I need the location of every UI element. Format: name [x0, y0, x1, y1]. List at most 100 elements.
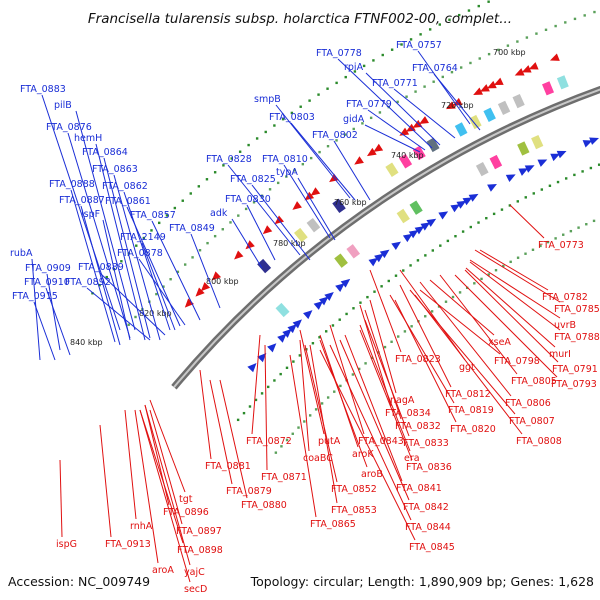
reverse-gene-label: FTA_0852	[331, 484, 377, 495]
reverse-gene-label: secD	[184, 584, 207, 595]
leader-line-forward	[275, 104, 351, 199]
reverse-gene-label: FTA_0865	[310, 519, 356, 530]
reverse-gene-arrow	[549, 53, 560, 61]
reverse-gene-arrow	[521, 65, 532, 73]
gc-dot	[361, 122, 364, 125]
gc-dot	[556, 180, 560, 184]
gc-dot	[222, 164, 225, 167]
gc-dot	[539, 244, 542, 248]
leader-line-forward	[283, 164, 331, 239]
gc-dot	[589, 166, 593, 170]
reverse-gene-label: FTA_0791	[552, 364, 598, 375]
gc-dot	[267, 385, 270, 389]
reverse-gene-label: FTA_0879	[226, 486, 272, 497]
gc-dot	[165, 214, 169, 217]
reverse-gene-arrow	[262, 225, 273, 235]
reverse-gene-label: putA	[318, 436, 341, 447]
forward-gene-arrow	[589, 137, 599, 145]
leader-line-forward	[75, 110, 136, 331]
gc-dot	[492, 212, 496, 216]
cog-block	[398, 154, 413, 169]
gc-dot	[308, 99, 311, 102]
reverse-gene-arrow	[354, 156, 364, 165]
gc-dot	[381, 53, 384, 57]
gc-dot	[502, 264, 505, 268]
gc-dot	[264, 130, 267, 134]
gc-dot	[273, 124, 276, 127]
gc-dot	[189, 192, 192, 195]
reverse-gene-label: FTA_0897	[176, 526, 222, 537]
gc-dot	[326, 396, 330, 399]
gc-dot	[428, 28, 432, 31]
forward-gene-arrow	[524, 165, 535, 173]
leader-line-reverse	[364, 319, 410, 437]
cog-block	[489, 154, 503, 170]
gc-dot	[457, 13, 461, 17]
reverse-gene-label: FTA_0823	[395, 354, 441, 365]
gc-dot	[562, 233, 565, 236]
reverse-gene-label: FTA_0898	[177, 545, 223, 556]
leader-line-reverse	[319, 339, 368, 468]
leader-line-forward	[151, 220, 201, 321]
label-leader-lines	[31, 50, 561, 583]
gc-dot	[176, 270, 180, 274]
reverse-gene-label: aroB	[361, 469, 383, 480]
gc-dot	[535, 32, 538, 35]
gc-dot	[531, 248, 535, 251]
cog-block	[257, 258, 272, 274]
gc-dot	[424, 315, 427, 318]
leader-line-reverse	[309, 344, 338, 504]
gc-dot	[127, 323, 130, 326]
gc-dot	[213, 171, 217, 174]
gc-dot	[469, 225, 472, 229]
leader-line-reverse	[369, 299, 397, 394]
gc-dot	[301, 162, 305, 166]
gc-dot	[248, 405, 252, 408]
leader-line-reverse	[264, 344, 268, 471]
cog-block	[497, 100, 511, 115]
reverse-gene-label: nagA	[390, 395, 415, 406]
gc-dot	[134, 315, 137, 319]
gc-dot	[414, 90, 417, 93]
leader-line-forward	[365, 72, 441, 146]
cog-block	[556, 75, 569, 90]
gc-dot	[369, 116, 373, 120]
leader-line-reverse	[465, 267, 556, 348]
gc-dot	[205, 178, 209, 181]
reverse-gene-label: era	[404, 453, 420, 464]
gc-dot	[378, 111, 382, 114]
backbone-highlight	[173, 88, 600, 388]
leader-line-reverse	[304, 344, 338, 483]
reverse-gene-arrow	[211, 271, 222, 281]
gc-dot	[197, 185, 201, 188]
reverse-gene-label: FTA_0820	[450, 424, 496, 435]
forward-gene-label: smpB	[254, 94, 281, 105]
leader-line-reverse	[144, 404, 191, 566]
forward-gene-arrow	[267, 343, 277, 353]
gc-dot	[279, 372, 282, 376]
leader-line-forward	[231, 218, 263, 269]
gc-dot	[221, 228, 224, 231]
reverse-gene-label: FTA_0880	[241, 500, 287, 511]
forward-gene-arrow	[368, 257, 379, 267]
leader-line-reverse	[399, 284, 452, 388]
forward-gene-arrow	[456, 200, 467, 209]
gc-dot	[280, 445, 283, 448]
forward-gene-arrow	[379, 249, 390, 259]
gc-dot	[237, 214, 240, 217]
cog-block	[512, 93, 525, 109]
forward-gene-label: FTA_0861	[105, 196, 151, 207]
reverse-gene-arrow	[445, 101, 456, 110]
reverse-gene-label: ispG	[56, 539, 77, 550]
reverse-gene-label: FTA_0782	[542, 292, 588, 303]
forward-gene-label: FTA_0862	[102, 181, 148, 192]
reverse-gene-label: FTA_0843	[358, 436, 404, 447]
gc-dot	[285, 366, 289, 370]
gc-dot	[244, 207, 248, 211]
leader-line-forward	[126, 206, 181, 327]
reverse-gene-arrow	[292, 201, 302, 210]
gc-dot	[585, 223, 588, 226]
cog-block	[334, 253, 348, 268]
gc-dot	[357, 367, 361, 371]
